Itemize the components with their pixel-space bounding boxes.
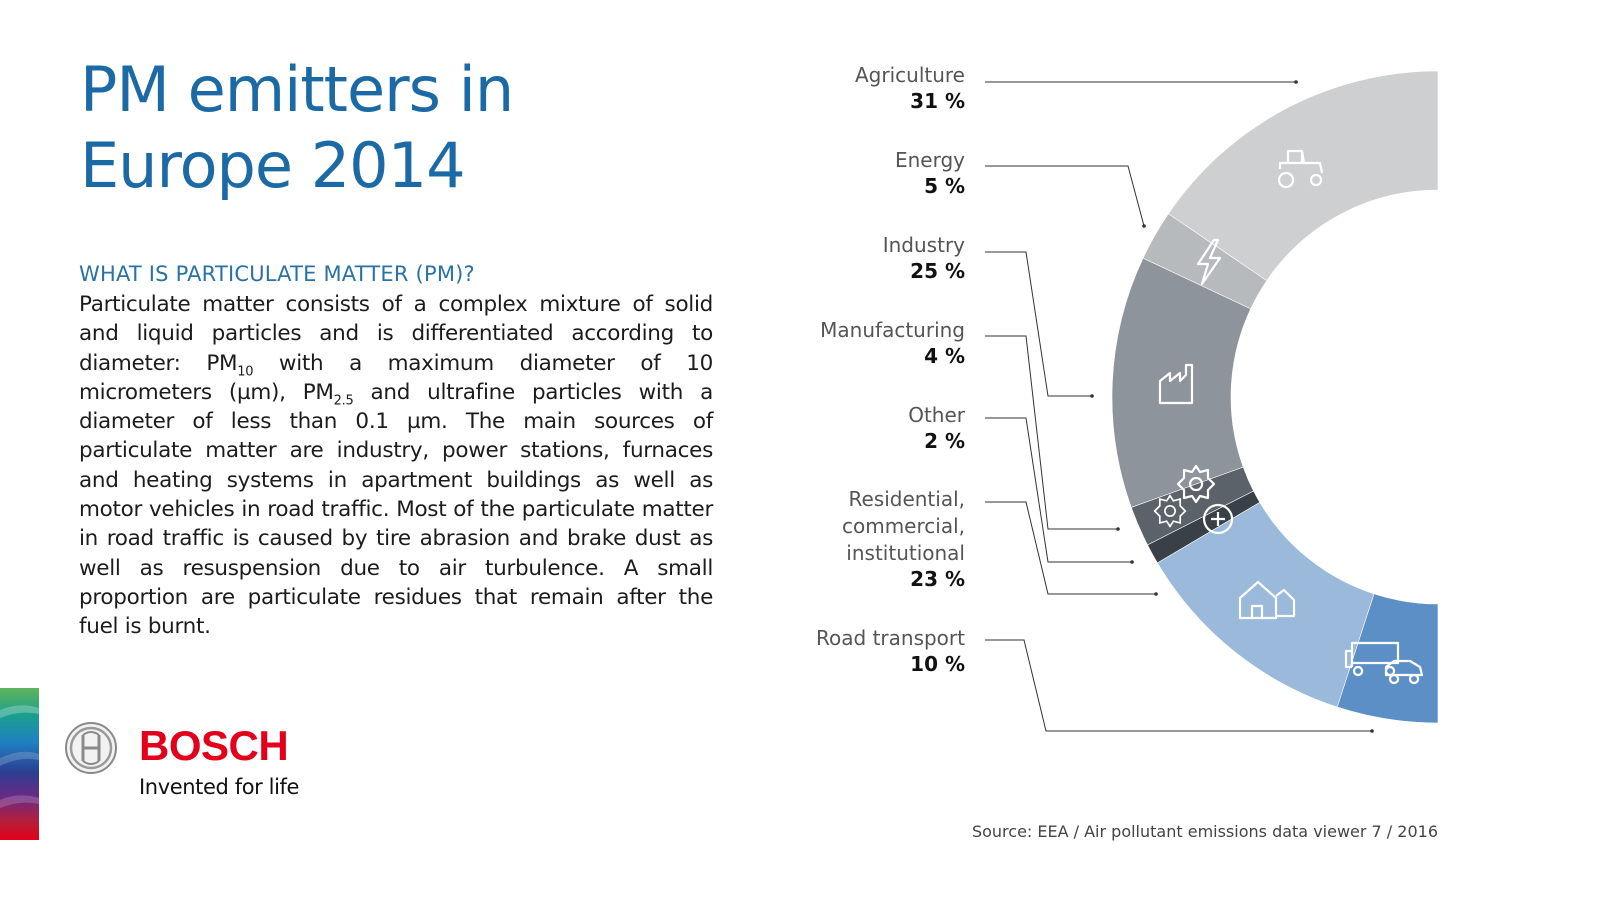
pm10-subscript: 10: [237, 363, 254, 379]
body-text-1: Particulate matter consists of a complex…: [79, 292, 713, 376]
leader-line-residential-commercial-institutional: [985, 501, 1156, 595]
category-label-manufacturing: Manufacturing: [820, 318, 965, 342]
gear-plus-icon: [1202, 503, 1234, 535]
category-value-other: 2 %: [924, 429, 965, 453]
category-value-residential-commercial-institutional: 23 %: [910, 567, 965, 591]
pm25-subscript: 2.5: [333, 393, 354, 409]
leader-line-industry: [985, 251, 1092, 397]
slice-agriculture: [1167, 70, 1439, 282]
leader-dot-other: [1130, 560, 1134, 564]
category-label-energy: Energy: [895, 148, 965, 172]
gear-icon: [1176, 464, 1216, 504]
leader-line-energy: [985, 165, 1145, 227]
lightning-icon: [1196, 238, 1222, 286]
gear-icon: [1153, 494, 1187, 528]
category-label-industry: Industry: [883, 233, 965, 257]
page-title: PM emitters in Europe 2014: [80, 52, 514, 204]
source-note: Source: EEA / Air pollutant emissions da…: [971, 822, 1438, 841]
leader-line-manufacturing: [985, 335, 1118, 530]
leader-line-road-transport: [985, 639, 1372, 732]
leader-dot-industry: [1090, 394, 1094, 398]
title-line-1: PM emitters in: [80, 53, 514, 126]
tractor-icon: [1277, 149, 1324, 189]
leader-dot-manufacturing: [1116, 527, 1120, 531]
category-label-residential-commercial-institutional-2: commercial,: [842, 514, 965, 538]
category-label-agriculture: Agriculture: [855, 63, 965, 87]
bosch-logo-icon: [65, 722, 117, 774]
leader-dot-energy: [1142, 224, 1146, 228]
category-value-manufacturing: 4 %: [924, 344, 965, 368]
leader-dot-agriculture: [1294, 80, 1298, 84]
body-text-3: and ultrafine particles with a diameter …: [79, 379, 713, 640]
category-label-road-transport: Road transport: [816, 626, 965, 650]
factory-icon: [1158, 363, 1194, 405]
category-value-agriculture: 31 %: [910, 89, 965, 113]
category-label-other: Other: [908, 403, 966, 427]
category-value-industry: 25 %: [910, 259, 965, 283]
brand-name: BOSCH: [139, 722, 289, 769]
body-paragraph: Particulate matter consists of a complex…: [79, 290, 713, 642]
body-text-2: with a maximum diameter of 10 micrometer…: [79, 350, 713, 405]
leader-dot-road-transport: [1370, 729, 1374, 733]
category-label-residential-commercial-institutional-3: institutional: [846, 541, 965, 565]
house-icon: [1238, 580, 1296, 620]
truck-car-icon: [1344, 641, 1424, 685]
category-value-energy: 5 %: [924, 174, 965, 198]
brand-color-bar: [0, 688, 39, 840]
leader-line-other: [985, 417, 1132, 563]
slice-road-transport: [1336, 593, 1439, 724]
leader-dot-residential-commercial-institutional: [1154, 592, 1158, 596]
title-line-2: Europe 2014: [80, 129, 466, 202]
section-heading: WHAT IS PARTICULATE MATTER (PM)?: [79, 262, 475, 286]
category-label-residential-commercial-institutional-1: Residential,: [848, 487, 965, 511]
category-value-road-transport: 10 %: [910, 652, 965, 676]
brand-slogan: Invented for life: [139, 775, 300, 799]
